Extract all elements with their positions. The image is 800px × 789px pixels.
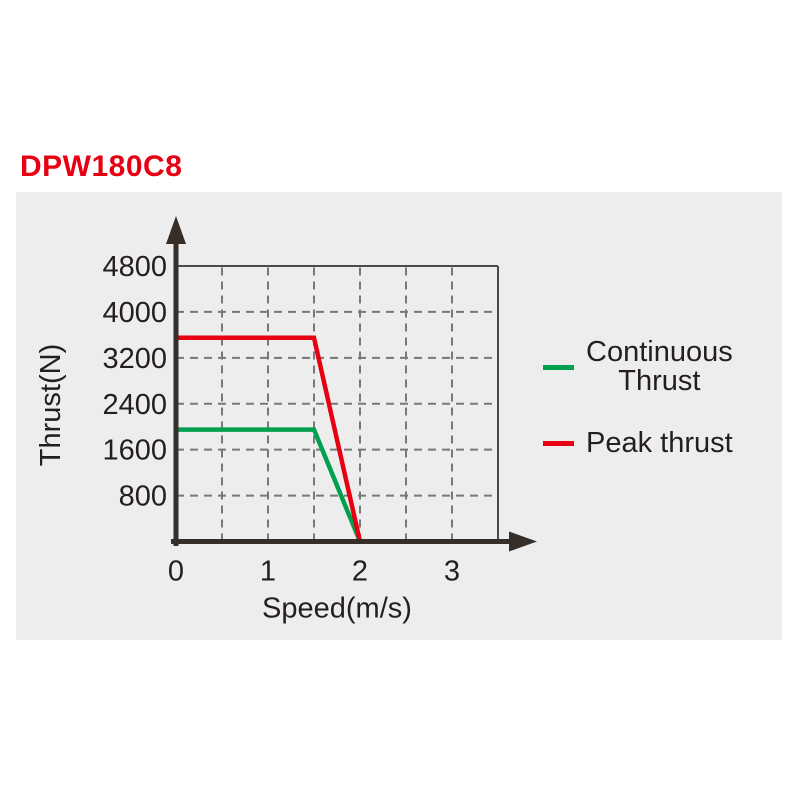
page-title: DPW180C8: [20, 150, 183, 183]
x-tick-label: 2: [352, 556, 368, 588]
y-tick-label: 4800: [102, 251, 167, 283]
legend-item-peak-thrust: Peak thrust: [543, 429, 733, 458]
thrust-speed-chart: 800 1600 2400 3200 4000 4800 0 1 2 3 Thrust(N) Spee…: [35, 216, 537, 625]
y-axis-title: Thrust(N): [35, 344, 67, 466]
y-tick-label: 4000: [102, 297, 167, 329]
legend-label-line: Peak thrust: [586, 427, 733, 459]
legend-swatch-peak-thrust-line: [543, 441, 574, 446]
series-line-continuous-thrust: [176, 427, 363, 543]
x-tick-label: 0: [168, 556, 184, 588]
x-tick-label: 3: [444, 556, 460, 588]
chart-panel: 800 1600 2400 3200 4000 4800 0 1 2 3 Thrust(N) Spee…: [16, 192, 782, 640]
legend-label-continuous-thrust: Continuous Thrust: [586, 338, 733, 396]
legend-label-peak-thrust: Peak thrust: [586, 429, 733, 458]
y-axis-arrow: [166, 216, 186, 244]
y-tick-label: 800: [119, 481, 167, 513]
y-tick-label: 2400: [102, 389, 167, 421]
series-line-peak-thrust: [176, 335, 363, 542]
legend-swatch-continuous-thrust-line: [543, 364, 574, 370]
legend-item-continuous-thrust: Continuous Thrust: [543, 338, 733, 396]
legend-label-line: Continuous: [586, 336, 733, 368]
legend-label-line: Thrust: [618, 365, 701, 397]
chart-legend: Continuous Thrust Peak thrust: [543, 338, 733, 458]
y-tick-label: 3200: [102, 343, 167, 375]
x-tick-label: 1: [260, 556, 276, 588]
x-axis-arrow: [509, 531, 537, 552]
x-axis-title: Speed(m/s): [262, 593, 412, 625]
y-tick-label: 1600: [102, 435, 167, 467]
